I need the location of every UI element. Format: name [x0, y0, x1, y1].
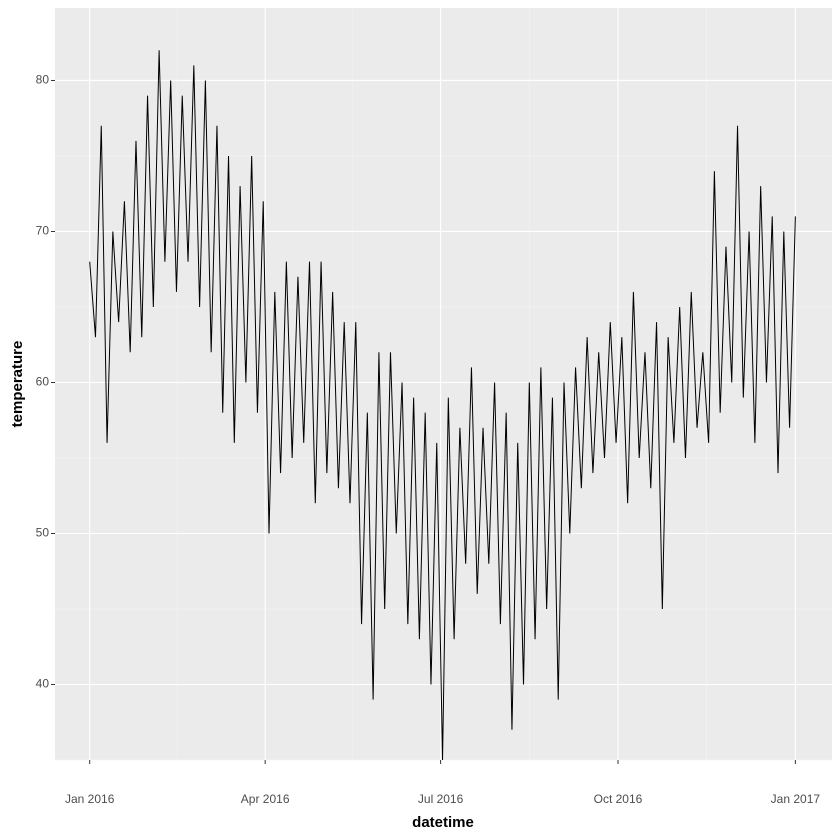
y-tick-label: 40 [36, 677, 50, 691]
y-axis-title: temperature [9, 341, 26, 428]
y-tick-label: 70 [36, 224, 50, 238]
line [89, 50, 796, 761]
y-tick-label: 60 [36, 375, 50, 389]
x-tick-label: Jul 2016 [418, 792, 464, 806]
x-tick-label: Jan 2016 [65, 792, 115, 806]
panel-background [55, 8, 832, 760]
x-tick-label: Oct 2016 [594, 792, 643, 806]
y-tick-label: 50 [36, 526, 50, 540]
x-axis-title: datetime [412, 814, 474, 831]
y-tick-label: 80 [36, 73, 50, 87]
x-tick-label: Jan 2017 [771, 792, 821, 806]
x-tick-label: Apr 2016 [241, 792, 290, 806]
